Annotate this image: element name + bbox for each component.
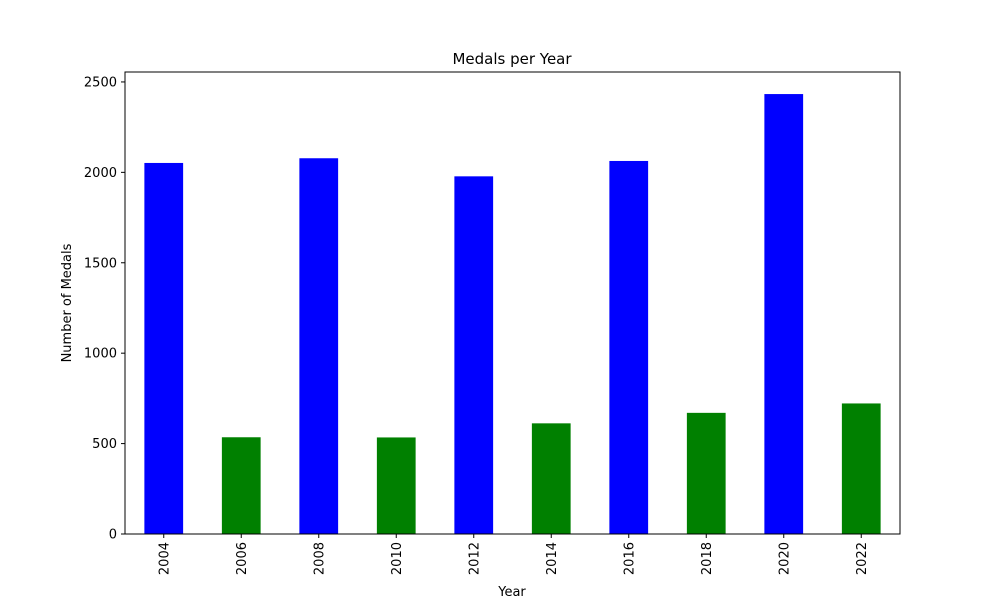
x-tick-label: 2006 xyxy=(235,542,250,575)
x-tick-label: 2008 xyxy=(312,542,327,575)
x-tick-label: 2014 xyxy=(545,542,560,575)
y-tick-label: 2500 xyxy=(84,75,117,90)
x-tick-label: 2018 xyxy=(700,542,715,575)
y-tick-label: 0 xyxy=(109,528,117,543)
y-tick-label: 1500 xyxy=(84,256,117,271)
x-tick-label: 2016 xyxy=(622,542,637,575)
chart-title: Medals per Year xyxy=(452,50,572,68)
bar-2008 xyxy=(299,158,339,534)
bar-2014 xyxy=(531,423,571,534)
x-tick-label: 2004 xyxy=(157,542,172,575)
bar-2020 xyxy=(764,94,804,534)
bar-2006 xyxy=(221,437,261,534)
y-axis-label: Number of Medals xyxy=(60,243,75,362)
bar-2004 xyxy=(144,162,184,534)
x-tick-label: 2012 xyxy=(467,542,482,575)
x-tick-label: 2022 xyxy=(855,542,870,575)
x-tick-label: 2010 xyxy=(390,542,405,575)
y-axis: 0 500 1000 1500 2000 2500 xyxy=(84,75,125,543)
y-tick-label: 2000 xyxy=(84,166,117,181)
bar-2022 xyxy=(841,403,881,534)
bar-2016 xyxy=(609,160,649,534)
plot-frame xyxy=(124,71,901,535)
y-tick-label: 500 xyxy=(92,437,117,452)
bar-2018 xyxy=(686,412,726,534)
y-tick-label: 1000 xyxy=(84,347,117,362)
x-axis-label: Year xyxy=(497,585,526,600)
x-tick-label: 2020 xyxy=(777,542,792,575)
bar-2010 xyxy=(376,437,416,534)
x-axis: 2004 2006 2008 2010 2012 2014 2016 2018 2020 2022 xyxy=(157,534,870,575)
bar-2012 xyxy=(454,176,494,535)
bars-layer xyxy=(144,94,881,535)
